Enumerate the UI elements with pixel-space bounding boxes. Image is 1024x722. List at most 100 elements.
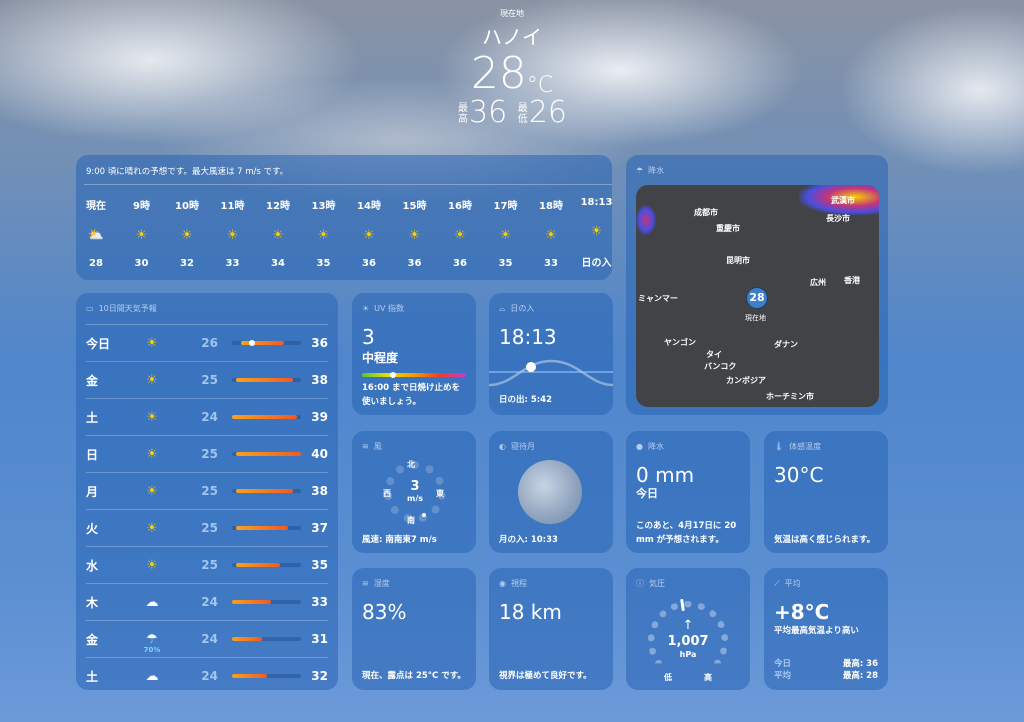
day-label: 日 bbox=[86, 447, 99, 462]
high-temp: 39 bbox=[311, 410, 328, 424]
map-city-label: 香港 bbox=[844, 276, 860, 285]
day-label: 今日 bbox=[86, 336, 111, 351]
uv-title-text: UV 指数 bbox=[374, 304, 405, 313]
sun-icon: ☀ bbox=[146, 335, 158, 351]
pressure-unit: hPa bbox=[679, 650, 697, 659]
visibility-title: ◉ 視程 bbox=[499, 578, 527, 589]
high-low: 最高36 最低26 bbox=[0, 98, 1024, 128]
map-city-label: 重慶市 bbox=[716, 224, 740, 233]
precip-map[interactable]: 成都市 重慶市 武漢市 長沙市 昆明市 広州 香港 ミャンマー ヤンゴン タイ バンコク ダナン カンボ… bbox=[636, 185, 879, 407]
high-temp: 38 bbox=[311, 484, 328, 498]
visibility-card[interactable]: ◉ 視程 18 km 視界は極めて良好です。 bbox=[489, 568, 613, 690]
humidity-value: 83% bbox=[362, 600, 407, 624]
thermometer-icon: 🌡︎ bbox=[774, 442, 785, 451]
wind-card[interactable]: ≋ 風 北 南 東 西 3 m/s 風速: 南南東7 m/s bbox=[352, 431, 476, 553]
hourly-summary: 9:00 頃に晴れの予想です。最大風速は 7 m/s です。 bbox=[86, 167, 289, 177]
low-temp: 24 bbox=[201, 410, 218, 424]
chart-icon: ⟋ bbox=[774, 578, 780, 588]
sun-icon: ☀ bbox=[499, 228, 512, 243]
cloud-rain-icon: ☂ 70% bbox=[136, 632, 169, 654]
map-title-text: 降水 bbox=[648, 166, 665, 175]
ten-day-forecast-panel: ▭ 10日間天気予報 今日 ☀ 26 36 金 ☀ 25 38 土 ☀ 24 39 日 ☀ 25 40 月 ☀ 25 3… bbox=[76, 293, 338, 690]
forecast-row[interactable]: 土 ☁ 24 32 bbox=[86, 657, 328, 694]
hour-item: 18:13 ☀ 日の入 bbox=[577, 197, 617, 269]
calendar-icon: ▭ bbox=[86, 304, 94, 313]
visibility-value: 18 km bbox=[499, 600, 562, 624]
low-temp: 24 bbox=[201, 669, 218, 683]
hour-time: 17時 bbox=[493, 201, 518, 212]
moon-image bbox=[518, 460, 582, 524]
low-temp: 25 bbox=[201, 484, 218, 498]
today-high: 最高: 36 bbox=[842, 659, 878, 669]
map-city-label: 武漢市 bbox=[831, 196, 855, 205]
moon-title-text: 寝待月 bbox=[510, 442, 535, 451]
precip-map-panel[interactable]: ☂ 降水 成都市 重慶市 武漢市 長沙市 昆明市 広州 香港 ミャンマー ヤンゴン タイ バンコク ダナ… bbox=[626, 155, 888, 415]
map-city-label: 長沙市 bbox=[826, 214, 850, 223]
hour-temp: 34 bbox=[271, 258, 285, 269]
hour-item: 12時 ☀ 34 bbox=[258, 197, 298, 269]
forecast-row[interactable]: 日 ☀ 25 40 bbox=[86, 435, 328, 472]
current-temp: 28°C bbox=[0, 50, 1024, 99]
low-temp: 25 bbox=[201, 558, 218, 572]
moon-icon: ◐ bbox=[499, 442, 506, 451]
location-marker[interactable]: 28 bbox=[746, 287, 768, 309]
uv-indicator bbox=[390, 372, 397, 378]
uv-card[interactable]: ☀ UV 指数 3 中程度 16:00 まで日焼け止めを使いましょう。 bbox=[352, 293, 476, 415]
forecast-row[interactable]: 水 ☀ 25 35 bbox=[86, 546, 328, 583]
sun-icon: ☀ bbox=[363, 228, 375, 243]
sunset-card[interactable]: ⌓ 日の入 18:13 日の出: 5:42 bbox=[489, 293, 613, 415]
forecast-row[interactable]: 木 ☁ 24 33 bbox=[86, 583, 328, 620]
temp-range-fill bbox=[232, 674, 267, 678]
pressure-value: 1,007 bbox=[667, 634, 709, 649]
sun-icon: ☀ bbox=[146, 446, 158, 462]
hour-temp: 35 bbox=[316, 258, 331, 269]
forecast-row[interactable]: 火 ☀ 25 37 bbox=[86, 509, 328, 546]
humidity-card[interactable]: ≋ 湿度 83% 現在、露点は 25°C です。 bbox=[352, 568, 476, 690]
hour-time: 15時 bbox=[402, 201, 427, 212]
pressure-high-label: 高 bbox=[704, 673, 712, 682]
sun-icon: ☀ bbox=[181, 228, 193, 243]
moon-title: ◐ 寝待月 bbox=[499, 441, 535, 452]
map-city-label: ホーチミン市 bbox=[766, 392, 814, 401]
pressure-needle bbox=[680, 598, 685, 612]
day-label: 金 bbox=[86, 632, 99, 647]
average-label: 平均 bbox=[774, 671, 792, 681]
sunset-title: ⌓ 日の入 bbox=[499, 303, 534, 314]
hour-time: 現在 bbox=[86, 201, 106, 212]
forecast-row[interactable]: 土 ☀ 24 39 bbox=[86, 398, 328, 435]
sun-icon: ☀ bbox=[135, 228, 148, 243]
compass-north: 北 bbox=[407, 460, 415, 469]
temp-range-bar bbox=[232, 452, 302, 456]
hour-temp: 35 bbox=[498, 258, 513, 269]
hourly-forecast-panel: 9:00 頃に晴れの予想です。最大風速は 7 m/s です。 現在 ⛅ 28 9時 ☀ 3… bbox=[76, 155, 612, 280]
temp-range-fill bbox=[236, 526, 289, 530]
eye-icon: ◉ bbox=[499, 579, 506, 588]
sun-icon: ☀ bbox=[146, 372, 158, 388]
forecast-title-text: 10日間天気予報 bbox=[98, 304, 157, 313]
forecast-row[interactable]: 金 ☂ 70% 24 31 bbox=[86, 620, 328, 657]
sun-marker bbox=[526, 362, 536, 372]
high-value: 36 bbox=[469, 95, 508, 130]
temp-range-fill bbox=[236, 452, 302, 456]
average-value: +8°C bbox=[774, 600, 830, 624]
temp-range-fill bbox=[236, 563, 280, 567]
pressure-card[interactable]: ⓘ 気圧 ↑ 1,007 hPa 低 高 bbox=[626, 568, 750, 690]
hour-temp: 28 bbox=[89, 258, 103, 269]
sun-icon: ☀ bbox=[362, 304, 370, 313]
precip-card[interactable]: ● 降水 0 mm 今日 このあと、4月17日に 20 mm が予想されます。 bbox=[626, 431, 750, 553]
forecast-row[interactable]: 月 ☀ 25 38 bbox=[86, 472, 328, 509]
feels-title: 🌡︎ 体感温度 bbox=[774, 441, 821, 452]
forecast-row[interactable]: 今日 ☀ 26 36 bbox=[86, 324, 328, 361]
low-temp: 24 bbox=[201, 632, 218, 646]
forecast-row[interactable]: 金 ☀ 25 38 bbox=[86, 361, 328, 398]
average-card[interactable]: ⟋ 平均 +8°C 平均最高気温より高い 今日 平均 最高: 36 最高: 28 bbox=[764, 568, 888, 690]
precip-overlay bbox=[636, 205, 656, 235]
moon-card[interactable]: ◐ 寝待月 月の入: 10:33 bbox=[489, 431, 613, 553]
map-city-label: カンボジア bbox=[726, 376, 766, 385]
hour-item: 15時 ☀ 36 bbox=[395, 197, 435, 269]
high-temp: 32 bbox=[311, 669, 328, 683]
feels-like-card[interactable]: 🌡︎ 体感温度 30°C 気温は高く感じられます。 bbox=[764, 431, 888, 553]
precip-title: ● 降水 bbox=[636, 441, 664, 452]
hour-time: 14時 bbox=[357, 201, 381, 212]
day-label: 金 bbox=[86, 373, 99, 388]
